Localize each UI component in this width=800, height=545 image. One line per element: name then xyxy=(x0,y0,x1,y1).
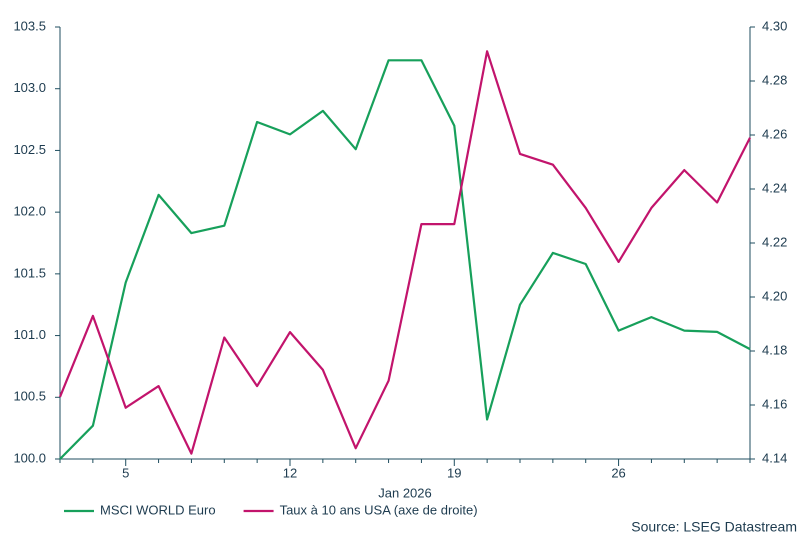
y2-tick-label: 4.30 xyxy=(762,18,787,33)
y2-tick-label: 4.28 xyxy=(762,72,787,87)
y2-tick-label: 4.18 xyxy=(762,342,787,357)
series-line xyxy=(59,59,751,460)
y-tick-label: 100.5 xyxy=(13,389,46,404)
x-tick-label: 19 xyxy=(447,465,461,480)
y2-tick-label: 4.24 xyxy=(762,180,787,195)
y2-tick-label: 4.14 xyxy=(762,450,787,465)
x-axis-label: Jan 2026 xyxy=(378,485,432,500)
y2-tick-label: 4.20 xyxy=(762,288,787,303)
y2-tick-label: 4.16 xyxy=(762,396,787,411)
x-tick-label: 26 xyxy=(611,465,625,480)
y-tick-label: 102.5 xyxy=(13,142,46,157)
y-tick-label: 103.0 xyxy=(13,80,46,95)
y-tick-label: 100.0 xyxy=(13,450,46,465)
y2-tick-label: 4.26 xyxy=(762,126,787,141)
x-tick-label: 5 xyxy=(122,465,129,480)
legend-label: MSCI WORLD Euro xyxy=(100,502,216,517)
y2-tick-label: 4.22 xyxy=(762,234,787,249)
y-tick-label: 101.5 xyxy=(13,265,46,280)
series-line xyxy=(58,50,751,455)
y-tick-label: 101.0 xyxy=(13,327,46,342)
y-tick-label: 103.5 xyxy=(13,18,46,33)
legend-label: Taux à 10 ans USA (axe de droite) xyxy=(280,502,478,517)
y-tick-label: 102.0 xyxy=(13,204,46,219)
x-tick-label: 12 xyxy=(283,465,297,480)
source: Source: LSEG Datastream xyxy=(631,519,797,535)
